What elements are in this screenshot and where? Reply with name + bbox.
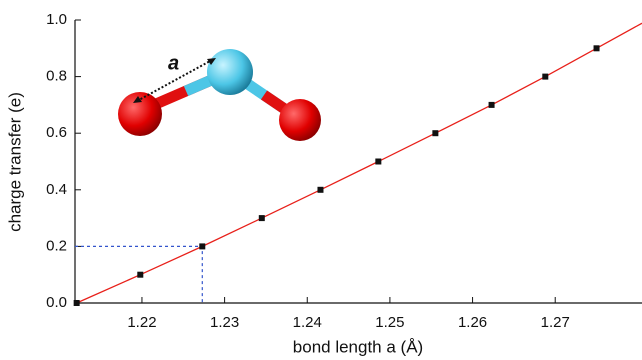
point <box>542 74 548 80</box>
x-tick-label: 1.27 <box>541 314 570 331</box>
y-tick-label: 0.6 <box>46 124 67 141</box>
y-tick-label: 0.2 <box>46 237 67 254</box>
x-tick-label: 1.26 <box>458 314 487 331</box>
point <box>317 187 323 193</box>
atom-s <box>207 49 253 95</box>
x-axis-label: bond length a (Å) <box>293 337 423 356</box>
point <box>432 130 438 136</box>
y-axis-label: charge transfer (e) <box>5 92 24 232</box>
point <box>259 215 265 221</box>
point <box>199 243 205 249</box>
y-tick-label: 1.0 <box>46 11 67 28</box>
x-tick-label: 1.22 <box>127 314 156 331</box>
chart: a bond length a (Å) charge transfer (e) … <box>0 0 642 360</box>
atom-o <box>279 99 321 141</box>
y-tick-label: 0.4 <box>46 181 67 198</box>
axes <box>75 20 642 303</box>
x-tick-label: 1.25 <box>375 314 404 331</box>
y-tick-label: 0.0 <box>46 294 67 311</box>
page: a bond length a (Å) charge transfer (e) … <box>0 0 642 360</box>
point <box>489 102 495 108</box>
x-tick-label: 1.23 <box>210 314 239 331</box>
annotation: a <box>168 52 179 74</box>
point <box>594 45 600 51</box>
series-line <box>77 48 597 303</box>
fit-extension <box>75 23 642 304</box>
y-tick-label: 0.8 <box>46 68 67 85</box>
molecule: a <box>118 49 321 141</box>
x-tick-label: 1.24 <box>293 314 322 331</box>
atom-o <box>118 92 162 136</box>
point <box>375 159 381 165</box>
point <box>74 300 80 306</box>
point <box>137 272 143 278</box>
